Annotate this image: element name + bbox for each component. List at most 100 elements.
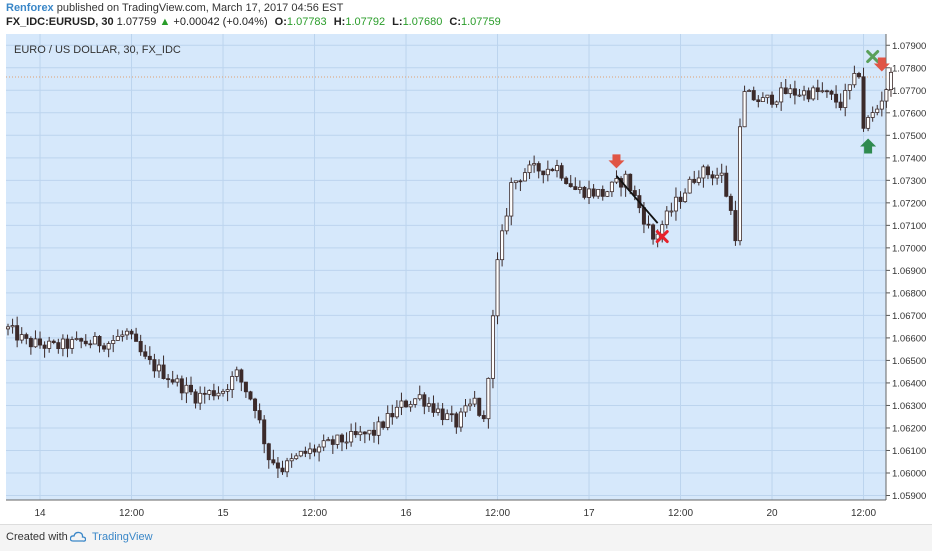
candle-up xyxy=(317,446,322,453)
y-tick-label: 1.07400 xyxy=(892,153,926,164)
candle-up xyxy=(715,174,720,179)
candle-up xyxy=(124,330,129,336)
candle-up xyxy=(490,315,495,379)
candle-down xyxy=(481,415,486,420)
candle-up xyxy=(115,335,120,341)
candle-down xyxy=(179,378,184,394)
low-value: 1.07680 xyxy=(402,16,443,28)
candle-up xyxy=(866,117,871,129)
tradingview-link[interactable]: TradingView xyxy=(92,531,153,543)
candle-down xyxy=(404,400,409,408)
candle-up xyxy=(60,338,65,350)
candle-down xyxy=(582,186,587,198)
candle-up xyxy=(367,429,372,435)
candle-down xyxy=(28,338,33,348)
candle-down xyxy=(38,338,43,346)
candle-up xyxy=(417,394,422,400)
candle-up xyxy=(765,94,770,99)
candle-up xyxy=(385,413,390,428)
candle-up xyxy=(888,71,893,90)
candle-down xyxy=(641,207,646,225)
candle-down xyxy=(83,340,88,345)
candle-down xyxy=(838,101,843,108)
candle-up xyxy=(335,434,340,445)
open-value: 1.07783 xyxy=(286,16,327,28)
candle-up xyxy=(738,126,743,242)
candle-up xyxy=(358,431,363,436)
candle-up xyxy=(747,90,752,92)
candle-down xyxy=(193,391,198,404)
candle-up xyxy=(376,421,381,436)
candle-down xyxy=(15,325,20,341)
candle-up xyxy=(472,397,477,405)
candle-down xyxy=(51,340,56,343)
candle-down xyxy=(710,174,715,179)
candle-up xyxy=(436,408,441,413)
candle-up xyxy=(33,338,38,348)
x-tick-label: 16 xyxy=(400,508,412,519)
y-tick-label: 1.06800 xyxy=(892,288,926,299)
y-tick-label: 1.06900 xyxy=(892,266,926,277)
candle-up xyxy=(879,100,884,110)
candle-up xyxy=(230,376,235,390)
candle-down xyxy=(573,186,578,190)
candle-down xyxy=(147,355,152,361)
candle-down xyxy=(856,73,861,78)
y-tick-label: 1.05900 xyxy=(892,491,926,502)
candle-up xyxy=(349,431,354,443)
y-tick-label: 1.07800 xyxy=(892,63,926,74)
candle-up xyxy=(811,87,816,100)
candle-down xyxy=(422,394,427,407)
candle-down xyxy=(646,223,651,226)
candle-down xyxy=(733,210,738,242)
candle-up xyxy=(884,89,889,102)
candle-up xyxy=(216,392,221,397)
candle-up xyxy=(221,390,226,394)
candle-down xyxy=(783,87,788,95)
plot-background xyxy=(6,34,886,500)
candle-up xyxy=(797,94,802,97)
candle-up xyxy=(504,215,509,232)
buy-arrow-icon xyxy=(860,138,877,154)
close-value: 1.07759 xyxy=(461,16,501,28)
candle-up xyxy=(683,192,688,203)
chart-area[interactable]: 1.07900 1.07800 1.07700 1.07600 1.07500 1.074… xyxy=(0,34,932,522)
price-chart[interactable]: 1.07900 1.07800 1.07700 1.07600 1.07500 1.074… xyxy=(0,34,932,522)
candle-up xyxy=(664,210,669,226)
candle-up xyxy=(486,377,491,420)
candle-up xyxy=(6,326,11,330)
candle-down xyxy=(243,381,248,393)
x-tick-label: 20 xyxy=(766,508,778,519)
candle-down xyxy=(166,378,171,381)
candle-up xyxy=(285,460,290,473)
candle-up xyxy=(532,163,537,166)
publish-line: Renforex published on TradingView.com, M… xyxy=(6,2,343,14)
author-link[interactable]: Renforex xyxy=(6,2,54,14)
candle-up xyxy=(522,172,527,182)
candle-up xyxy=(458,411,463,428)
candle-down xyxy=(97,336,102,347)
candle-up xyxy=(852,73,857,86)
candle-up xyxy=(779,87,784,103)
y-tick-label: 1.07600 xyxy=(892,108,926,119)
symbol-label: FX_IDC:EURUSD, 30 xyxy=(6,16,114,28)
candle-up xyxy=(509,182,514,217)
candle-down xyxy=(705,166,710,176)
candle-up xyxy=(513,180,518,183)
candle-up xyxy=(847,84,852,91)
candle-up xyxy=(669,210,674,213)
candle-up xyxy=(788,88,793,95)
candle-down xyxy=(651,224,656,240)
candle-up xyxy=(774,101,779,105)
candle-down xyxy=(449,413,454,416)
candle-up xyxy=(399,400,404,408)
y-tick-label: 1.06200 xyxy=(892,423,926,434)
candle-up xyxy=(294,455,299,460)
candle-down xyxy=(829,90,834,95)
x-tick-label: 12:00 xyxy=(302,508,327,519)
candle-up xyxy=(500,230,505,261)
candle-down xyxy=(353,431,358,436)
candle-up xyxy=(587,188,592,198)
candle-down xyxy=(518,180,523,183)
candle-down xyxy=(129,330,134,335)
